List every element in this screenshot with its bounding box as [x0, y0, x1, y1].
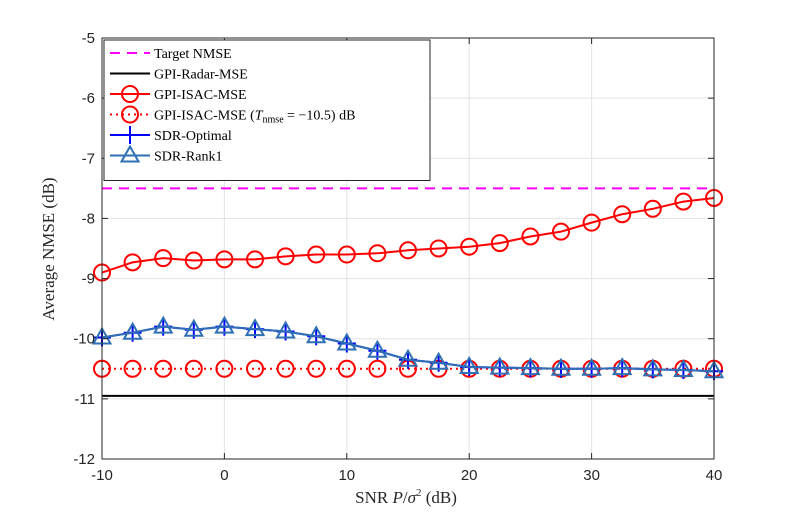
data-point	[246, 250, 264, 269]
data-point	[367, 339, 388, 358]
data-point	[337, 359, 356, 378]
legend-marker	[121, 105, 139, 124]
y-axis-label: Average NMSE (dB)	[39, 177, 58, 320]
series-2	[93, 188, 723, 282]
data-point	[184, 359, 203, 378]
data-point	[642, 358, 664, 377]
x-tick-label: -10	[91, 467, 113, 484]
data-point	[458, 355, 480, 374]
y-tick-label: -11	[74, 391, 95, 408]
legend-label: Target NMSE	[154, 47, 232, 62]
legend-label: GPI-Radar-MSE	[154, 68, 248, 83]
data-point	[337, 245, 356, 264]
data-point	[122, 321, 143, 340]
data-point	[305, 325, 327, 344]
data-point	[368, 244, 387, 263]
legend-label: GPI-ISAC-MSE (Tnmse = −10.5) dB	[154, 109, 355, 126]
y-tick-label: -10	[73, 331, 95, 348]
data-point	[184, 251, 203, 270]
data-point	[397, 348, 419, 367]
data-point	[276, 359, 295, 378]
data-point	[183, 318, 205, 337]
legend-entry: Target NMSE	[110, 47, 232, 62]
tick-labels: -10 0 10 20 30 40 -12 -11 -10 -9 -8 -7 -6 -5	[73, 30, 722, 484]
data-point	[215, 359, 234, 378]
legend-entry: GPI-Radar-MSE	[110, 68, 248, 83]
legend-entry: GPI-ISAC-MSE (Tnmse = −10.5) dB	[110, 105, 355, 126]
x-tick-label: 20	[461, 467, 478, 484]
series-layer	[91, 187, 725, 397]
legend-entry: GPI-ISAC-MSE	[110, 85, 247, 103]
x-axis-label: SNR P/σ2 (dB)	[355, 487, 457, 507]
y-tick-label: -5	[82, 30, 95, 47]
data-point	[246, 359, 264, 378]
data-point	[336, 332, 358, 351]
x-tick-label: 40	[706, 467, 723, 484]
data-point	[613, 205, 632, 224]
data-point	[611, 357, 633, 376]
series-line	[101, 325, 715, 373]
series-5	[91, 315, 725, 379]
data-point	[368, 359, 387, 378]
data-point	[215, 250, 234, 269]
data-point	[552, 222, 570, 241]
data-point	[123, 359, 142, 378]
data-point	[154, 359, 173, 378]
data-point	[582, 213, 601, 232]
legend-marker	[121, 126, 139, 144]
data-point	[307, 245, 326, 264]
plot-frame	[101, 37, 715, 460]
x-tick-label: 0	[220, 467, 228, 484]
data-point	[521, 227, 540, 246]
data-point	[520, 357, 541, 376]
data-point	[429, 239, 448, 258]
data-point	[214, 315, 235, 334]
data-point	[399, 241, 417, 260]
y-tick-label: -9	[82, 271, 95, 288]
data-point	[489, 356, 511, 375]
data-point	[154, 249, 173, 268]
data-point	[460, 237, 479, 256]
data-point	[275, 320, 296, 339]
legend-label: SDR-Optimal	[154, 129, 232, 144]
legend-entry: SDR-Optimal	[110, 126, 232, 144]
data-point	[673, 358, 694, 377]
data-point	[152, 315, 174, 334]
series-line	[101, 196, 715, 274]
data-point	[581, 357, 602, 376]
data-point	[244, 318, 266, 337]
legend-marker	[121, 85, 139, 103]
data-point	[307, 359, 326, 378]
legend-marker	[119, 144, 141, 163]
y-tick-label: -6	[82, 90, 95, 107]
x-tick-label: 30	[583, 467, 600, 484]
legend-entry: SDR-Rank1	[110, 144, 222, 165]
legend: Target NMSE GPI-Radar-MSE GPI-ISAC-MSE GPI-…	[103, 39, 431, 181]
data-point	[276, 247, 295, 266]
legend-label: GPI-ISAC-MSE	[154, 88, 247, 103]
legend-box	[103, 39, 431, 181]
legend-label: SDR-Rank1	[154, 150, 222, 165]
data-point	[674, 192, 693, 211]
x-tick-label: 10	[338, 467, 355, 484]
y-tick-label: -12	[73, 451, 95, 468]
data-point	[550, 357, 572, 376]
data-point	[490, 234, 509, 253]
data-point	[428, 351, 449, 370]
data-point	[123, 253, 142, 272]
y-tick-label: -7	[82, 150, 95, 167]
data-point	[643, 199, 662, 218]
y-tick-label: -8	[82, 210, 95, 227]
